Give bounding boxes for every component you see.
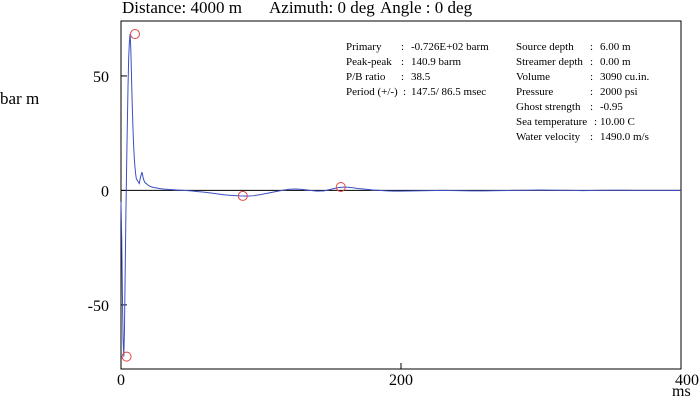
info-seatemp-value: 10.00 C	[600, 116, 635, 128]
info-primary-value: -0.726E+02 barm	[411, 41, 489, 53]
info-volume-label: Volume	[516, 71, 550, 83]
info-peakpeak-value: 140.9 barm	[411, 56, 462, 68]
info-watervel-value: 1490.0 m/s	[600, 131, 649, 143]
peak-marker	[130, 29, 140, 40]
x-axis-label: ms	[672, 383, 691, 400]
info-sourcedepth-label: Source depth	[516, 41, 574, 53]
y-tick-label: 50	[93, 69, 109, 86]
info-primary-sep: :	[401, 41, 404, 53]
info-left-panel: Primary : -0.726E+02 barm Peak-peak : 14…	[346, 41, 489, 98]
peak-markers	[121, 29, 346, 362]
info-primary-label: Primary	[346, 41, 382, 53]
info-sourcedepth-value: 6.00 m	[600, 41, 631, 53]
azimuth-label: Azimuth: 0 deg	[269, 0, 375, 17]
info-pressure-label: Pressure	[516, 86, 553, 98]
info-watervel-sep: :	[590, 131, 593, 143]
peak-marker	[335, 181, 346, 192]
info-pbratio-label: P/B ratio	[346, 71, 386, 83]
peak-marker	[121, 351, 132, 362]
angle-label: Angle : 0 deg	[380, 0, 473, 17]
info-streamerdepth-label: Streamer depth	[516, 56, 583, 68]
y-ticks: 50 0 -50	[88, 69, 127, 315]
y-tick-label: 0	[101, 183, 109, 200]
info-volume-sep: :	[590, 71, 593, 83]
y-tick-label: -50	[88, 298, 109, 315]
info-pressure-sep: :	[590, 86, 593, 98]
info-seatemp-label: Sea temperature	[516, 116, 587, 128]
info-right-panel: Source depth : 6.00 m Streamer depth : 0…	[516, 41, 649, 143]
info-ghost-value: -0.95	[600, 101, 623, 113]
x-tick-label: 400	[675, 372, 699, 389]
info-period-sep: :	[403, 86, 406, 98]
info-pbratio-value: 38.5	[411, 71, 431, 83]
info-period-label: Period (+/-)	[346, 86, 398, 98]
info-pressure-value: 2000 psi	[600, 86, 638, 98]
x-tick-label: 200	[389, 372, 413, 389]
info-sourcedepth-sep: :	[590, 41, 593, 53]
info-streamerdepth-value: 0.00 m	[600, 56, 631, 68]
info-volume-value: 3090 cu.in.	[600, 71, 649, 83]
x-ticks: 0 200 400	[117, 363, 699, 389]
info-peakpeak-label: Peak-peak	[346, 56, 392, 68]
peak-marker	[237, 190, 248, 201]
info-period-value: 147.5/ 86.5 msec	[411, 86, 486, 98]
info-ghost-label: Ghost strength	[516, 101, 581, 113]
info-pbratio-sep: :	[401, 71, 404, 83]
distance-label: Distance: 4000 m	[122, 0, 242, 17]
x-tick-label: 0	[117, 372, 125, 389]
info-peakpeak-sep: :	[401, 56, 404, 68]
info-streamerdepth-sep: :	[590, 56, 593, 68]
y-axis-label: bar m	[0, 89, 39, 108]
signal-series-line	[120, 34, 681, 357]
info-ghost-sep: :	[590, 101, 593, 113]
info-seatemp-sep: :	[594, 116, 597, 128]
info-watervel-label: Water velocity	[516, 131, 581, 143]
